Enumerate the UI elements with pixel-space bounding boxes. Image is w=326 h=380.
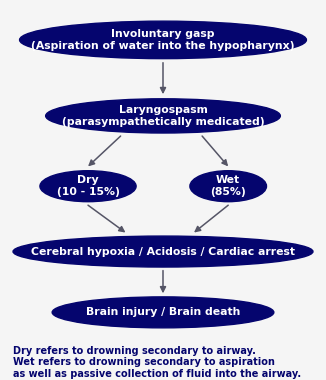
Text: Dry
(10 - 15%): Dry (10 - 15%) [57, 175, 119, 197]
Text: Laryngospasm
(parasympathetically medicated): Laryngospasm (parasympathetically medica… [62, 105, 264, 127]
Ellipse shape [13, 236, 313, 267]
Ellipse shape [20, 21, 306, 59]
Text: Wet refers to drowning secondary to aspiration: Wet refers to drowning secondary to aspi… [13, 357, 275, 367]
Text: Wet
(85%): Wet (85%) [210, 175, 246, 197]
Ellipse shape [52, 297, 274, 328]
Text: Involuntary gasp
(Aspiration of water into the hypopharynx): Involuntary gasp (Aspiration of water in… [31, 29, 295, 51]
Text: as well as passive collection of fluid into the airway.: as well as passive collection of fluid i… [13, 369, 301, 378]
Ellipse shape [40, 171, 136, 202]
Text: Dry refers to drowning secondary to airway.: Dry refers to drowning secondary to airw… [13, 346, 256, 356]
Ellipse shape [190, 171, 267, 202]
Text: Cerebral hypoxia / Acidosis / Cardiac arrest: Cerebral hypoxia / Acidosis / Cardiac ar… [31, 247, 295, 256]
Text: Brain injury / Brain death: Brain injury / Brain death [86, 307, 240, 317]
Ellipse shape [46, 99, 280, 133]
